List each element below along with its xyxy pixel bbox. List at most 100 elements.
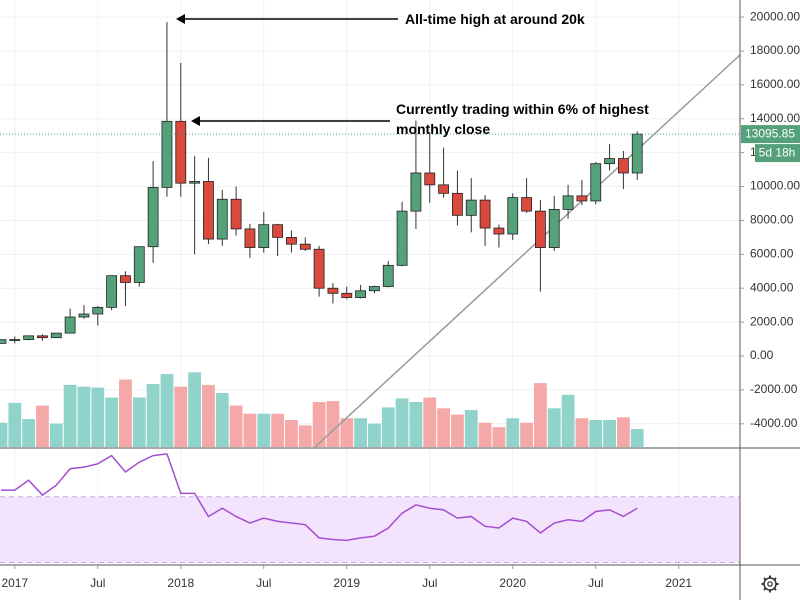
candle-body: [161, 120, 173, 188]
gear-hole: [767, 581, 773, 587]
candle-body: [23, 335, 35, 340]
volume-bar: [22, 419, 36, 447]
volume-bar: [464, 410, 478, 447]
y-tick-label: 6000.00: [750, 247, 794, 261]
candle-body: [299, 243, 311, 250]
candle-body: [133, 246, 145, 283]
volume-bar: [616, 417, 630, 447]
volume-bar: [202, 384, 215, 447]
x-tick-label: 2018: [167, 576, 194, 590]
candle-body: [562, 195, 574, 210]
volume-bar: [49, 423, 63, 447]
arrow-head: [176, 14, 185, 24]
candle-body: [410, 172, 422, 212]
candle-body: [590, 163, 602, 202]
gear-tooth: [773, 577, 777, 581]
volume-bar: [547, 408, 561, 447]
candle-body: [147, 186, 159, 248]
x-tick-label: Jul: [588, 576, 603, 590]
y-tick-label: 10000.00: [750, 179, 800, 193]
volume-bar: [285, 420, 298, 447]
candle-body: [203, 181, 214, 240]
volume-bar: [589, 420, 603, 447]
candle-body: [396, 210, 408, 266]
candle-body: [92, 306, 104, 315]
candle-body: [493, 227, 505, 235]
countdown-label: 5d 18h: [759, 145, 796, 159]
x-tick-label: Jul: [422, 576, 437, 590]
volume-bar: [492, 427, 506, 447]
axis-cover: [740, 0, 800, 600]
y-tick-label: 0.00: [750, 348, 774, 362]
candle-body: [604, 158, 615, 165]
volume-bar: [575, 418, 589, 447]
candle-body: [106, 275, 118, 308]
candle-body: [327, 287, 339, 294]
y-tick-label: 18000.00: [750, 43, 800, 57]
candle-body: [548, 209, 560, 248]
volume-bar: [354, 418, 367, 447]
y-tick-label: 20000.00: [750, 9, 800, 23]
volume-bar: [395, 398, 409, 447]
candle-body: [369, 286, 380, 292]
candle-body: [355, 290, 366, 298]
candle-body: [64, 316, 76, 334]
price-tag: [741, 125, 800, 144]
candle-body: [424, 172, 436, 186]
volume-bar: [119, 379, 132, 447]
trend-line: [314, 54, 741, 448]
volume-bar: [478, 422, 492, 447]
candle-body: [438, 184, 449, 194]
volume-bar: [0, 422, 8, 447]
x-tick-label: Jul: [90, 576, 105, 590]
volume-bar: [215, 393, 229, 447]
y-tick-label: 16000.00: [750, 77, 800, 91]
candle-body: [507, 197, 519, 235]
volume-bar: [298, 425, 312, 447]
volume-bar: [63, 384, 77, 447]
volume-bar: [229, 405, 243, 447]
volume-bar: [630, 429, 644, 447]
candle-body: [382, 264, 394, 287]
settings-icon[interactable]: [761, 575, 779, 593]
candle-body: [521, 197, 532, 212]
gear-tooth: [773, 587, 777, 591]
volume-bar: [326, 401, 340, 447]
volume-bar: [368, 423, 381, 447]
x-tick-label: 2020: [499, 576, 526, 590]
volume-bar: [36, 405, 49, 447]
candle-body: [230, 198, 242, 230]
y-tick-label: 8000.00: [750, 213, 794, 227]
candle-body: [189, 181, 201, 184]
candle-body: [216, 198, 228, 240]
arrow-head: [191, 116, 200, 126]
candle-body: [50, 332, 62, 339]
annotation: All-time high at around 20k: [405, 11, 585, 27]
volume-bar: [132, 397, 146, 447]
volume-bar: [105, 397, 119, 447]
volume-bar: [160, 374, 174, 447]
rsi-band: [0, 496, 740, 563]
gear-tooth: [763, 587, 767, 591]
candle-body: [272, 224, 284, 238]
candle-body: [452, 192, 463, 216]
volume-bar: [423, 397, 437, 447]
candle-body: [37, 335, 48, 339]
x-tick-label: 2021: [665, 576, 692, 590]
volume-bar: [188, 372, 202, 447]
volume-bar: [506, 418, 520, 447]
y-tick-label: 2000.00: [750, 314, 794, 328]
candle-body: [617, 158, 629, 174]
candle-body: [78, 313, 90, 318]
candle-body: [576, 195, 588, 202]
y-tick-label: -2000.00: [750, 382, 798, 396]
volume-bar: [257, 413, 271, 447]
volume-bar: [437, 408, 450, 447]
x-tick-label: 2019: [333, 576, 360, 590]
candle-body: [244, 228, 256, 248]
volume-bar: [520, 422, 533, 447]
volume-bar: [409, 402, 423, 447]
volume-bar: [340, 418, 354, 447]
candle-body: [120, 275, 131, 283]
